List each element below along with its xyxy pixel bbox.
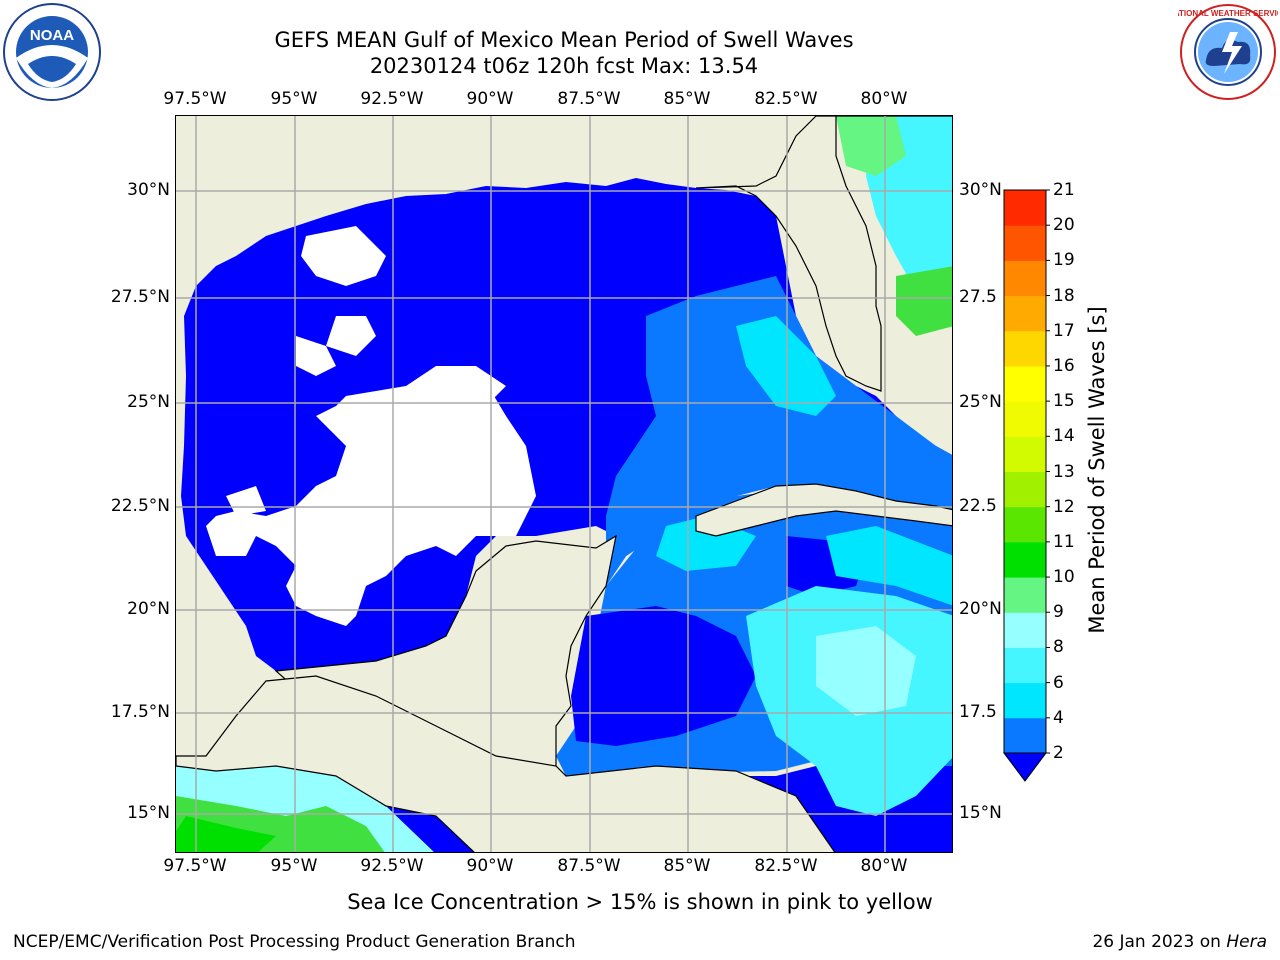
colorbar-cell	[1004, 612, 1046, 648]
latitude-label-left: 30°N	[127, 180, 170, 200]
longitude-label-top: 87.5°W	[557, 89, 621, 109]
longitude-label-top: 90°W	[466, 89, 514, 109]
swell-4-6s	[826, 526, 952, 606]
swell-period-map	[176, 116, 952, 852]
longitude-label-bottom: 90°W	[466, 856, 514, 876]
latitude-label-right: 20°N	[959, 599, 1002, 619]
colorbar-cell	[1004, 541, 1046, 578]
colorbar-tick-label: 4	[1053, 707, 1064, 728]
swell-10-11s	[836, 116, 906, 176]
colorbar-tick-label: 18	[1053, 285, 1075, 306]
colorbar-tick-label: 14	[1053, 426, 1075, 447]
colorbar-tick-label: 13	[1053, 461, 1075, 482]
colorbar-tick-label: 16	[1053, 355, 1075, 376]
graticule	[176, 116, 952, 852]
longitude-label-top: 92.5°W	[360, 89, 424, 109]
swell-4-6s	[736, 316, 836, 416]
footer-host: Hera	[1226, 932, 1267, 952]
longitude-label-bottom: 87.5°W	[557, 856, 621, 876]
latitude-label-right: 22.5	[959, 496, 997, 516]
latitude-label-left: 20°N	[127, 599, 170, 619]
colorbar-cell	[1004, 330, 1046, 367]
latitude-label-left: 17.5°N	[110, 702, 170, 722]
noaa-logo: NOAA	[3, 3, 101, 101]
nodata-patch	[226, 486, 266, 516]
colorbar-cell	[1004, 190, 1046, 226]
longitude-label-bottom: 97.5°W	[163, 856, 227, 876]
footer-note: Sea Ice Concentration > 15% is shown in …	[347, 890, 933, 914]
cuba-land	[695, 483, 952, 537]
footer-date: 26 Jan 2023 on Hera	[1092, 932, 1267, 952]
latitude-label-left: 25°N	[127, 392, 170, 412]
longitude-label-top: 82.5°W	[754, 89, 818, 109]
colorbar-tick-label: 21	[1053, 180, 1075, 200]
longitude-label-top: 97.5°W	[163, 89, 227, 109]
colorbar-tick-label: 17	[1053, 320, 1075, 341]
latitude-label-right: 17.5	[959, 702, 997, 722]
nws-logo: NATIONAL WEATHER SERVICE	[1178, 4, 1278, 100]
colorbar-cell	[1004, 295, 1046, 332]
colorbar-title: Mean Period of Swell Waves [s]	[1085, 306, 1109, 634]
longitude-label-top: 80°W	[860, 89, 908, 109]
colorbar-cell	[1004, 647, 1046, 684]
colorbar-cell	[1004, 506, 1046, 543]
colorbar-tick-label: 8	[1053, 637, 1064, 658]
longitude-label-bottom: 80°W	[860, 856, 908, 876]
pacific-swell	[176, 816, 276, 852]
colorbar-under-arrow	[1003, 752, 1047, 782]
latitude-label-right: 30°N	[959, 180, 1002, 200]
latitude-label-right: 27.5	[959, 287, 997, 307]
colorbar-tick-label: 6	[1053, 672, 1064, 693]
colorbar	[1003, 189, 1050, 782]
colorbar-cell	[1004, 260, 1046, 297]
swell-under-2s	[571, 606, 756, 746]
colorbar-tick-label: 9	[1053, 602, 1064, 623]
nodata-patch	[456, 366, 506, 406]
latitude-label-left: 27.5°N	[110, 287, 170, 307]
colorbar-cell	[1004, 577, 1046, 613]
longitude-label-top: 95°W	[270, 89, 318, 109]
footer-credit: NCEP/EMC/Verification Post Processing Pr…	[13, 932, 576, 952]
colorbar-cell	[1004, 471, 1046, 508]
noaa-logo-text: NOAA	[30, 27, 74, 44]
colorbar-cell	[1004, 682, 1046, 719]
longitude-label-bottom: 82.5°W	[754, 856, 818, 876]
latitude-label-right: 25°N	[959, 392, 1002, 412]
colorbar-tick-label: 11	[1053, 531, 1075, 552]
florida-land	[695, 116, 952, 392]
colorbar-tick-label: 2	[1053, 743, 1064, 763]
latitude-label-left: 22.5°N	[110, 496, 170, 516]
longitude-label-top: 85°W	[663, 89, 711, 109]
latitude-label-left: 15°N	[127, 803, 170, 823]
longitude-label-bottom: 92.5°W	[360, 856, 424, 876]
chart-title: GEFS MEAN Gulf of Mexico Mean Period of …	[274, 28, 854, 52]
colorbar-cell	[1004, 436, 1046, 472]
swell-8-10s	[816, 626, 916, 716]
svg-text:NATIONAL WEATHER SERVICE: NATIONAL WEATHER SERVICE	[1178, 9, 1278, 18]
colorbar-cell	[1004, 365, 1046, 402]
colorbar-tick-label: 10	[1053, 567, 1075, 588]
longitude-label-bottom: 85°W	[663, 856, 711, 876]
map-panel	[175, 115, 953, 853]
colorbar-cell	[1004, 225, 1046, 261]
footer-date-text: 26 Jan 2023 on	[1092, 932, 1227, 952]
colorbar-cell	[1004, 717, 1046, 754]
colorbar-tick-label: 20	[1053, 215, 1075, 236]
swell-10-11s	[896, 266, 952, 336]
colorbar-tick-label: 19	[1053, 250, 1075, 271]
chart-subtitle: 20230124 t06z 120h fcst Max: 13.54	[369, 54, 759, 78]
colorbar-tick-label: 12	[1053, 496, 1075, 517]
nodata-patch	[326, 316, 376, 356]
colorbar-tick-label: 15	[1053, 391, 1075, 412]
colorbar-cell	[1004, 401, 1046, 437]
nodata-patch	[301, 226, 386, 286]
nodata-patch	[206, 366, 536, 626]
latitude-label-right: 15°N	[959, 803, 1002, 823]
longitude-label-bottom: 95°W	[270, 856, 318, 876]
